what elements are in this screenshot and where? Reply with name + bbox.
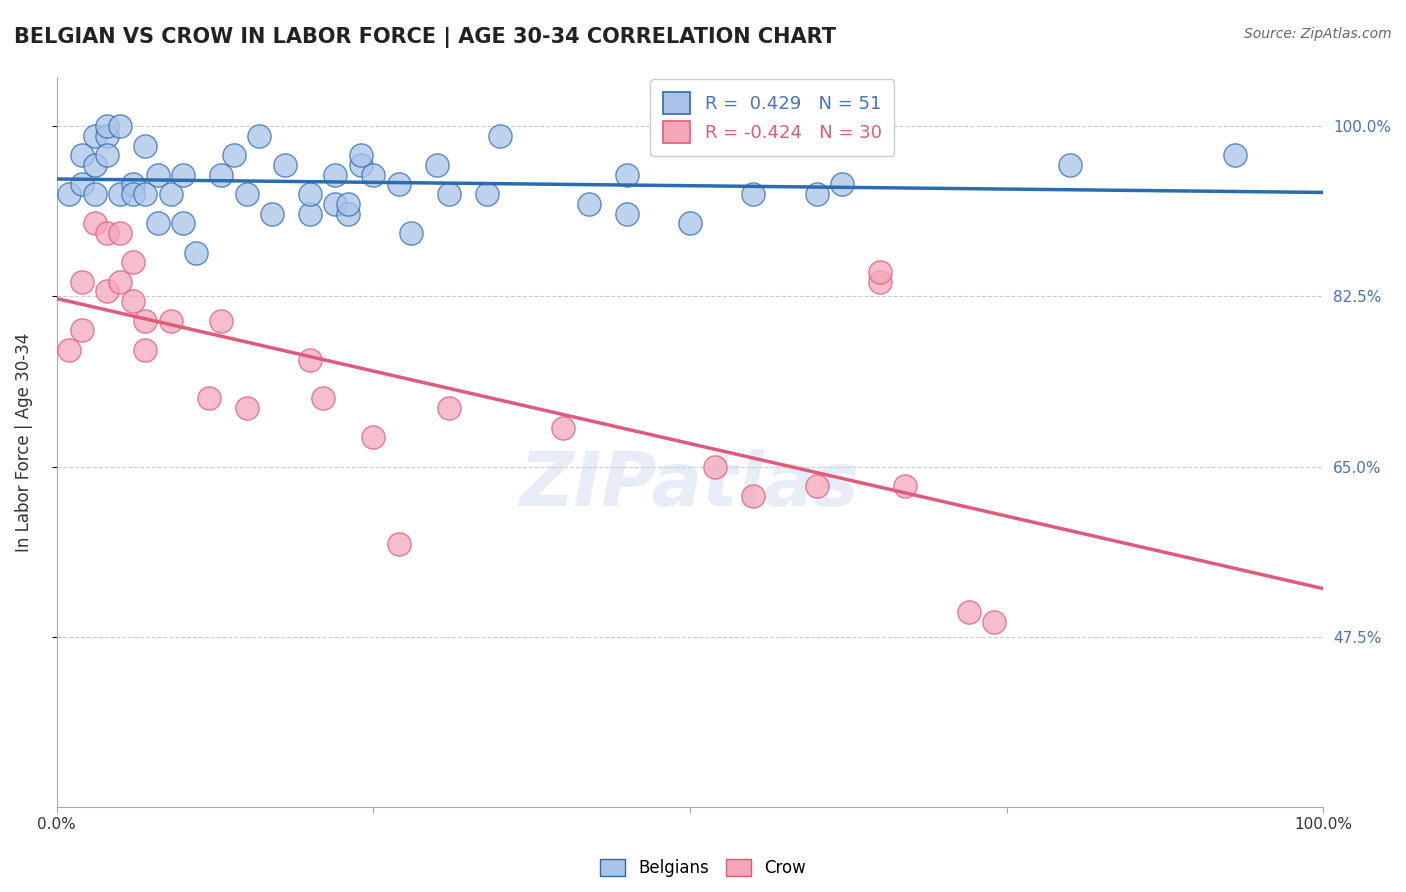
Point	[323, 168, 346, 182]
Point	[96, 128, 118, 143]
Point	[235, 401, 257, 416]
Point	[388, 537, 411, 551]
Point	[134, 187, 156, 202]
Point	[108, 275, 131, 289]
Point	[172, 168, 194, 182]
Point	[209, 313, 232, 327]
Point	[96, 226, 118, 240]
Point	[260, 206, 283, 220]
Point	[489, 128, 512, 143]
Point	[184, 245, 207, 260]
Point	[894, 479, 917, 493]
Point	[146, 168, 169, 182]
Point	[869, 275, 891, 289]
Point	[1223, 148, 1246, 162]
Point	[70, 275, 93, 289]
Point	[806, 187, 828, 202]
Legend: R =  0.429   N = 51, R = -0.424   N = 30: R = 0.429 N = 51, R = -0.424 N = 30	[651, 79, 894, 156]
Point	[83, 128, 105, 143]
Point	[121, 178, 143, 192]
Point	[298, 352, 321, 367]
Point	[311, 392, 333, 406]
Point	[1059, 158, 1081, 172]
Point	[298, 206, 321, 220]
Point	[121, 294, 143, 309]
Point	[553, 420, 575, 434]
Point	[70, 323, 93, 337]
Point	[477, 187, 499, 202]
Point	[134, 343, 156, 357]
Point	[197, 392, 219, 406]
Point	[349, 148, 371, 162]
Point	[983, 615, 1005, 629]
Point	[336, 197, 359, 211]
Point	[869, 265, 891, 279]
Point	[704, 459, 727, 474]
Point	[235, 187, 257, 202]
Point	[247, 128, 270, 143]
Text: ZIPatlas: ZIPatlas	[520, 450, 860, 523]
Point	[336, 206, 359, 220]
Point	[439, 187, 461, 202]
Point	[172, 216, 194, 230]
Text: Source: ZipAtlas.com: Source: ZipAtlas.com	[1244, 27, 1392, 41]
Point	[96, 285, 118, 299]
Point	[209, 168, 232, 182]
Point	[146, 216, 169, 230]
Point	[83, 216, 105, 230]
Point	[742, 187, 765, 202]
Point	[439, 401, 461, 416]
Point	[361, 430, 384, 444]
Point	[83, 158, 105, 172]
Text: BELGIAN VS CROW IN LABOR FORCE | AGE 30-34 CORRELATION CHART: BELGIAN VS CROW IN LABOR FORCE | AGE 30-…	[14, 27, 837, 48]
Point	[742, 489, 765, 503]
Point	[70, 148, 93, 162]
Point	[96, 119, 118, 133]
Point	[401, 226, 423, 240]
Point	[388, 178, 411, 192]
Point	[134, 138, 156, 153]
Point	[159, 187, 181, 202]
Point	[108, 187, 131, 202]
Point	[806, 479, 828, 493]
Point	[679, 216, 702, 230]
Point	[108, 119, 131, 133]
Point	[426, 158, 449, 172]
Legend: Belgians, Crow: Belgians, Crow	[593, 852, 813, 884]
Point	[121, 255, 143, 269]
Point	[159, 313, 181, 327]
Point	[58, 187, 80, 202]
Point	[957, 606, 980, 620]
Y-axis label: In Labor Force | Age 30-34: In Labor Force | Age 30-34	[15, 333, 32, 552]
Point	[349, 158, 371, 172]
Point	[616, 168, 638, 182]
Point	[273, 158, 295, 172]
Point	[83, 187, 105, 202]
Point	[578, 197, 600, 211]
Point	[616, 206, 638, 220]
Point	[831, 178, 853, 192]
Point	[222, 148, 245, 162]
Point	[361, 168, 384, 182]
Point	[58, 343, 80, 357]
Point	[96, 148, 118, 162]
Point	[298, 187, 321, 202]
Point	[121, 187, 143, 202]
Point	[70, 178, 93, 192]
Point	[108, 226, 131, 240]
Point	[323, 197, 346, 211]
Point	[134, 313, 156, 327]
